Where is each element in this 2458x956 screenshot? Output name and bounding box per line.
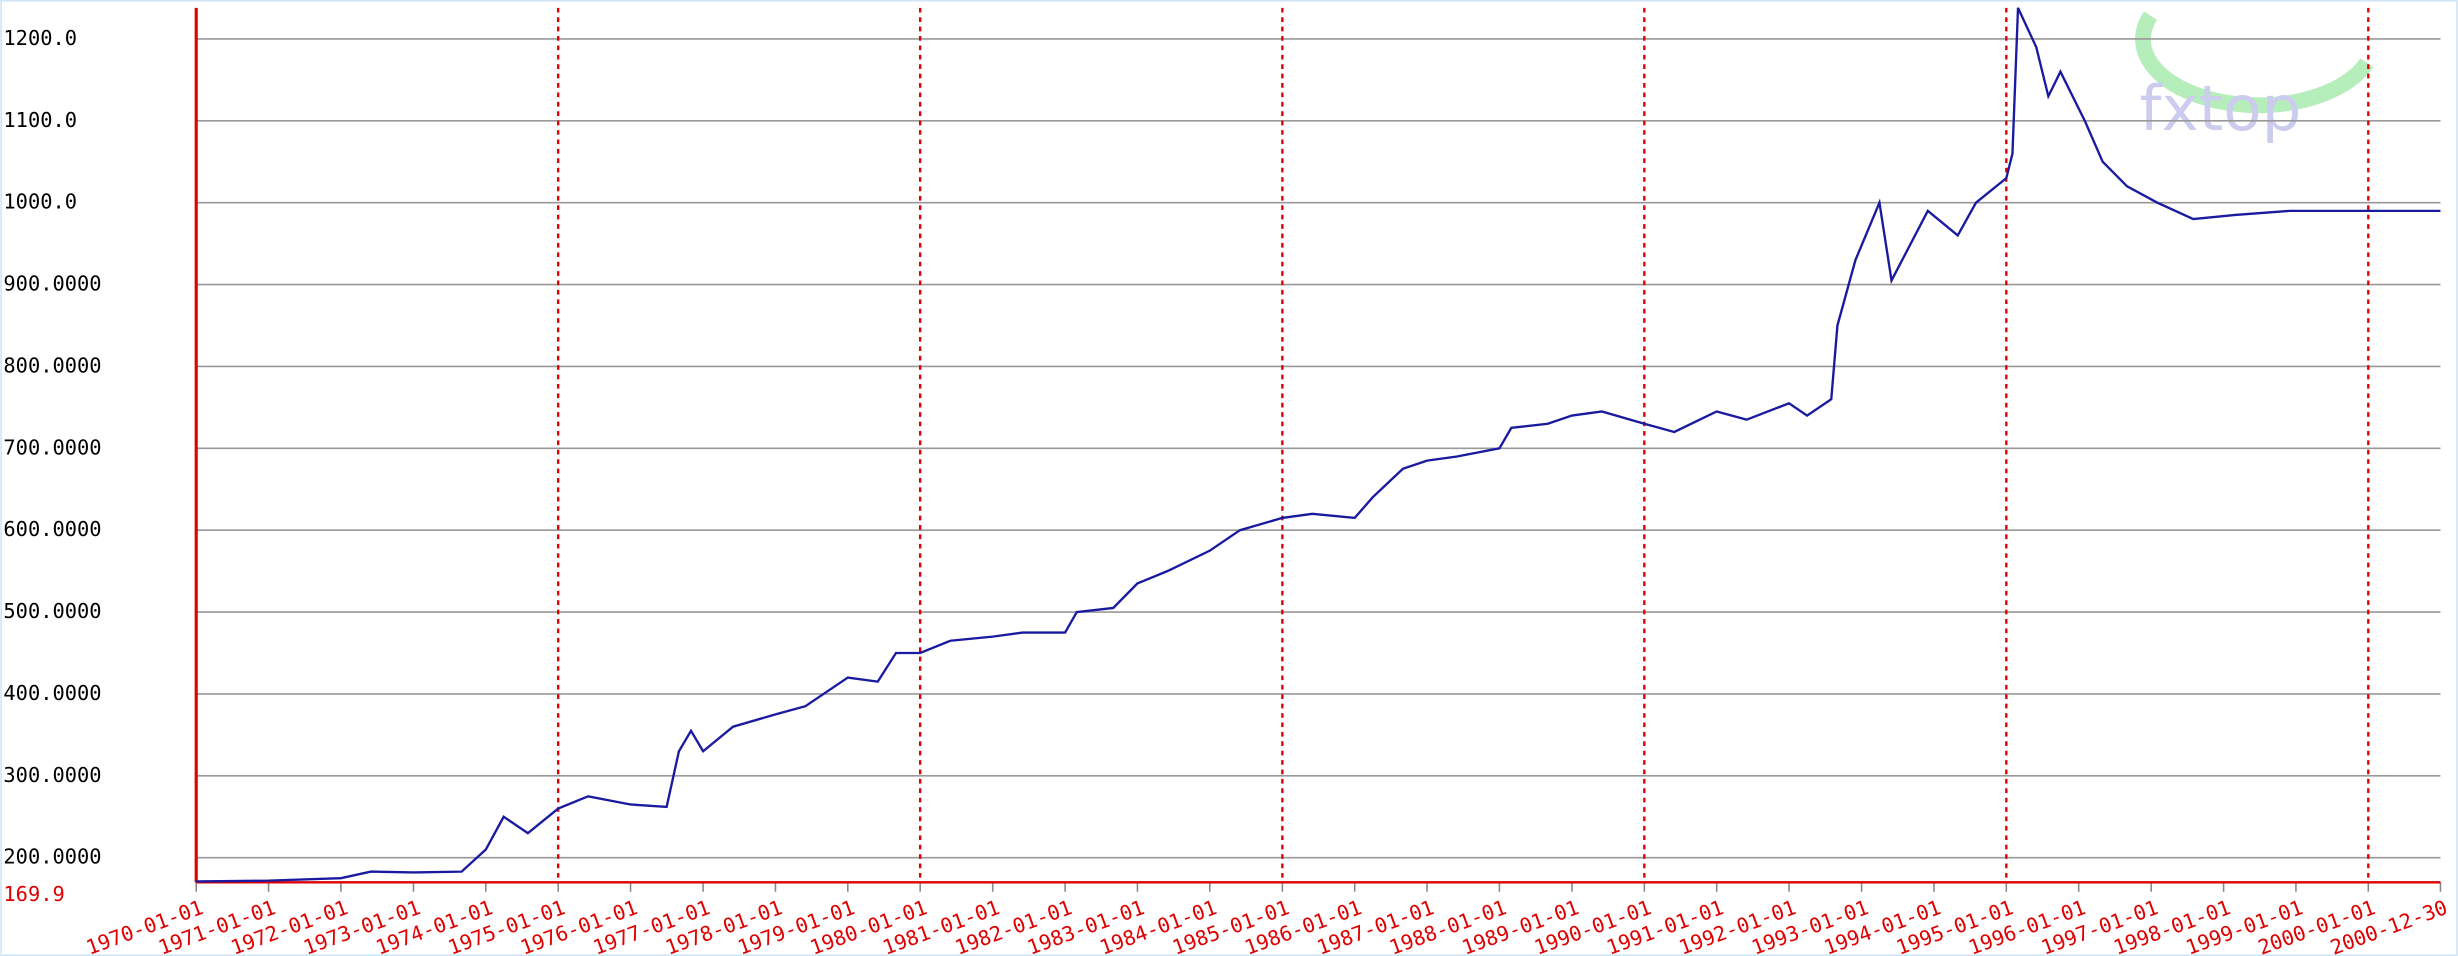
y-tick-label: 1000.0 — [3, 190, 77, 214]
y-tick-label: 700.0000 — [3, 435, 101, 459]
watermark: fxtop — [2140, 72, 2302, 145]
y-tick-label: 1100.0 — [3, 108, 77, 132]
y-tick-label: 900.0000 — [3, 272, 101, 296]
logo: fxtop — [2135, 11, 2374, 145]
y-tick-label: 400.0000 — [3, 681, 101, 705]
y-tick-label: 200.0000 — [3, 845, 101, 869]
y-tick-label: 600.0000 — [3, 517, 101, 541]
y-tick-label: 800.0000 — [3, 353, 101, 377]
y-tick-label: 1200.0 — [3, 26, 77, 50]
line-series — [196, 7, 2441, 883]
y-tick-label: 300.0000 — [3, 763, 101, 787]
y-tick-label: 169.9 — [3, 882, 64, 906]
y-tick-label: 500.0000 — [3, 599, 101, 623]
